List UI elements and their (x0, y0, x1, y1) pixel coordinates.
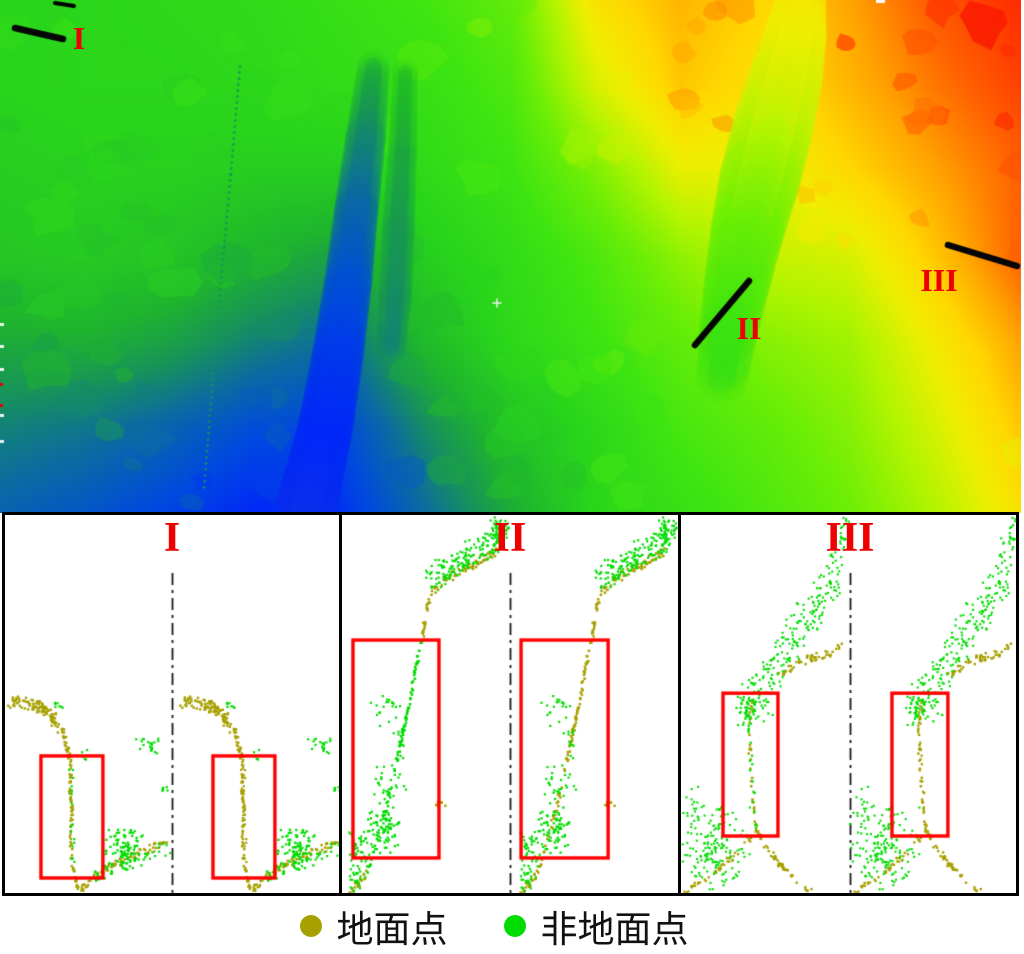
cross-sections-canvas (0, 513, 1024, 898)
ground-point-swatch (299, 914, 322, 937)
legend: 地面点 非地面点 (0, 897, 1024, 954)
section-label-II: II (493, 515, 527, 561)
section-label-III: III (825, 515, 875, 561)
legend-item-ground: 地面点 (299, 899, 448, 953)
ground-point-label: 地面点 (336, 909, 448, 951)
map-profile-label-I: I (72, 20, 86, 56)
legend-item-nonground: 非地面点 (503, 899, 689, 953)
panel-divider-2 (678, 512, 681, 896)
map-profile-label-III: III (920, 262, 958, 298)
dem-map-canvas (0, 0, 1021, 513)
panel-divider-1 (339, 512, 342, 896)
map-profile-label-II: II (736, 310, 762, 346)
section-label-I: I (163, 515, 181, 561)
nonground-point-label: 非地面点 (540, 909, 689, 951)
nonground-point-swatch (503, 914, 526, 937)
